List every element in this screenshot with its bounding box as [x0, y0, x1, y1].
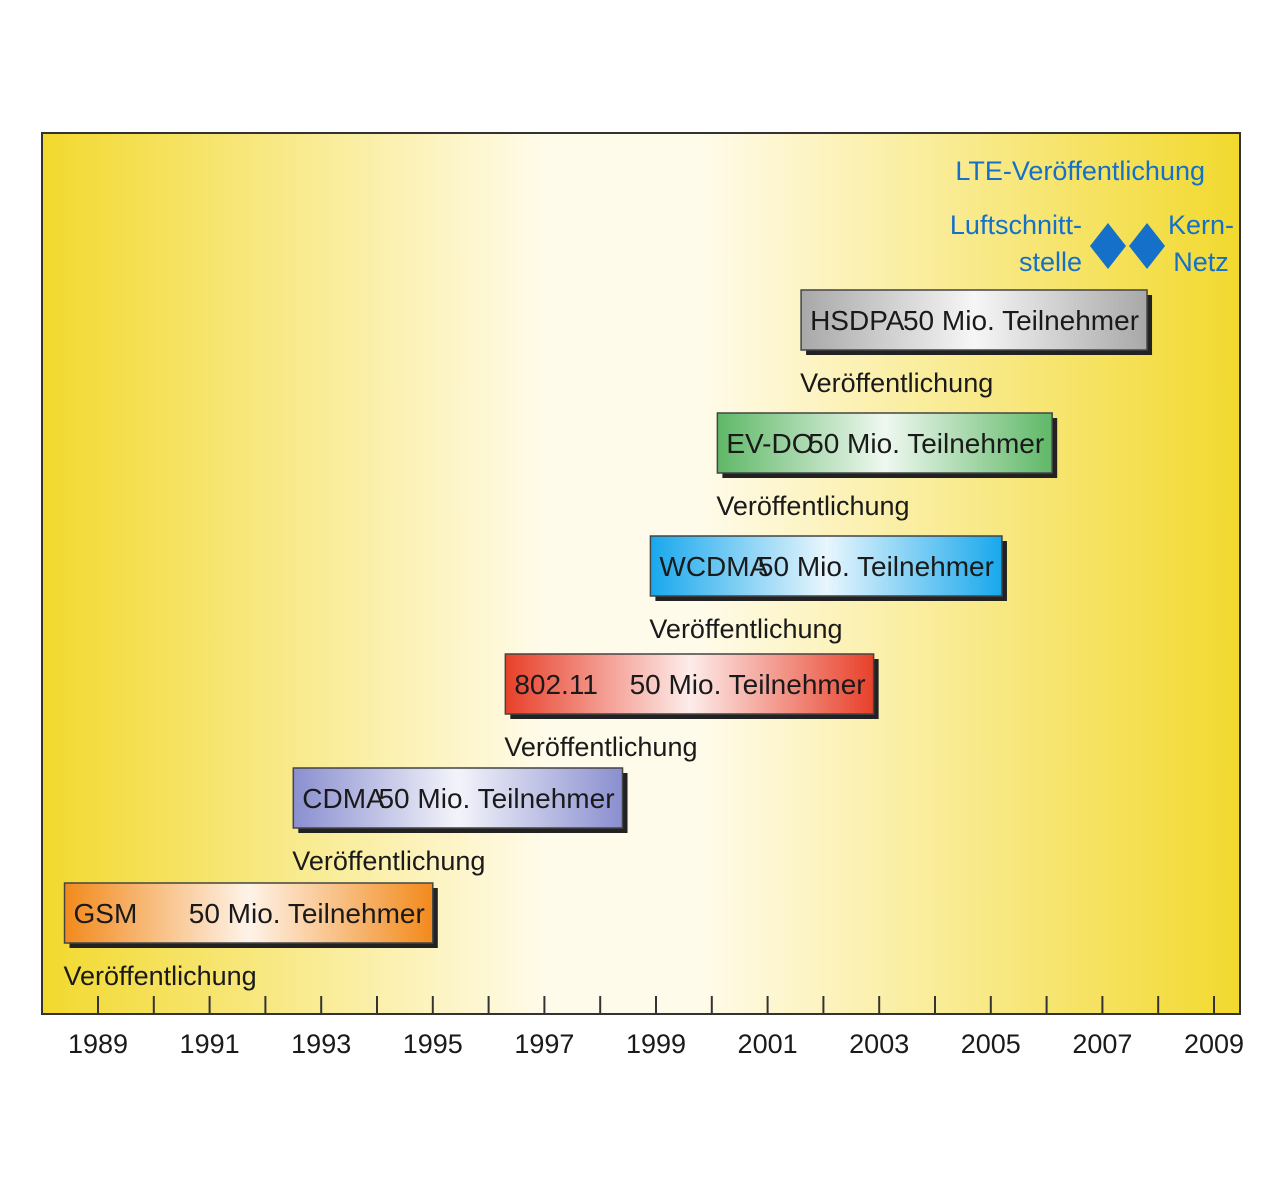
- release-label: Veröffentlichung: [800, 368, 993, 398]
- bar-subscribers-label: 50 Mio. Teilnehmer: [378, 783, 614, 814]
- x-tick-label: 1991: [180, 1029, 240, 1059]
- x-tick-label: 2007: [1072, 1029, 1132, 1059]
- bar-rect: [716, 412, 1053, 474]
- bar-rect: [649, 535, 1003, 597]
- lte-markers: LTE-Veröffentlichung Luftschnitt-stelle Ke…: [950, 156, 1234, 277]
- bar-name-label: GSM: [74, 898, 138, 929]
- x-axis: 1989 1991 1993 1995 1997 1999 2001 2003 2005 2007…: [68, 996, 1244, 1059]
- x-tick-label: 2003: [849, 1029, 909, 1059]
- lte-diamond-marker: [1089, 223, 1126, 269]
- release-label: Veröffentlichung: [504, 732, 697, 762]
- x-tick-label: 2001: [738, 1029, 798, 1059]
- x-tick-label: 2009: [1184, 1029, 1244, 1059]
- x-tick-label: 2005: [961, 1029, 1021, 1059]
- lte-marker-label: stelle: [1019, 247, 1082, 277]
- bar-name-label: EV-DO: [726, 428, 813, 459]
- timeline-bar-802-11: 802.11 50 Mio. Teilnehmer Veröffentlichung: [504, 653, 879, 762]
- bar-subscribers-label: 50 Mio. Teilnehmer: [903, 305, 1139, 336]
- x-tick-label: 1999: [626, 1029, 686, 1059]
- lte-marker-label: Netz: [1173, 247, 1229, 277]
- release-label: Veröffentlichung: [292, 846, 485, 876]
- x-tick-label: 1997: [514, 1029, 574, 1059]
- bar-name-label: CDMA: [302, 783, 385, 814]
- lte-marker-label: Kern-: [1168, 210, 1234, 240]
- bar-subscribers-label: 50 Mio. Teilnehmer: [630, 669, 866, 700]
- release-label: Veröffentlichung: [716, 491, 909, 521]
- bar-subscribers-label: 50 Mio. Teilnehmer: [758, 551, 994, 582]
- timeline-bar-gsm: GSM 50 Mio. Teilnehmer Veröffentlichung: [63, 882, 438, 991]
- lte-marker-label: Luftschnitt-: [950, 210, 1082, 240]
- bar-rect: [504, 653, 875, 715]
- bar-name-label: 802.11: [514, 669, 598, 700]
- bar-subscribers-label: 50 Mio. Teilnehmer: [189, 898, 425, 929]
- plot-frame: [41, 132, 1241, 1015]
- bar-rect: [800, 289, 1148, 351]
- plot-background: [42, 133, 1240, 1014]
- bars-layer: GSM 50 Mio. TeilnehmerVeröffentlichungCDM…: [63, 289, 1153, 991]
- lte-diamond-marker: [1129, 223, 1166, 269]
- lte-title: LTE-Veröffentlichung: [955, 156, 1205, 186]
- release-label: Veröffentlichung: [64, 961, 257, 991]
- bar-rect: [63, 882, 434, 944]
- x-tick-label: 1989: [68, 1029, 128, 1059]
- x-tick-label: 1995: [403, 1029, 463, 1059]
- bar-subscribers-label: 50 Mio. Teilnehmer: [808, 428, 1044, 459]
- bar-rect: [292, 767, 624, 829]
- release-label: Veröffentlichung: [649, 614, 842, 644]
- bar-name-label: WCDMA: [659, 551, 768, 582]
- x-tick-label: 1993: [291, 1029, 351, 1059]
- bar-name-label: HSDPA: [810, 305, 905, 336]
